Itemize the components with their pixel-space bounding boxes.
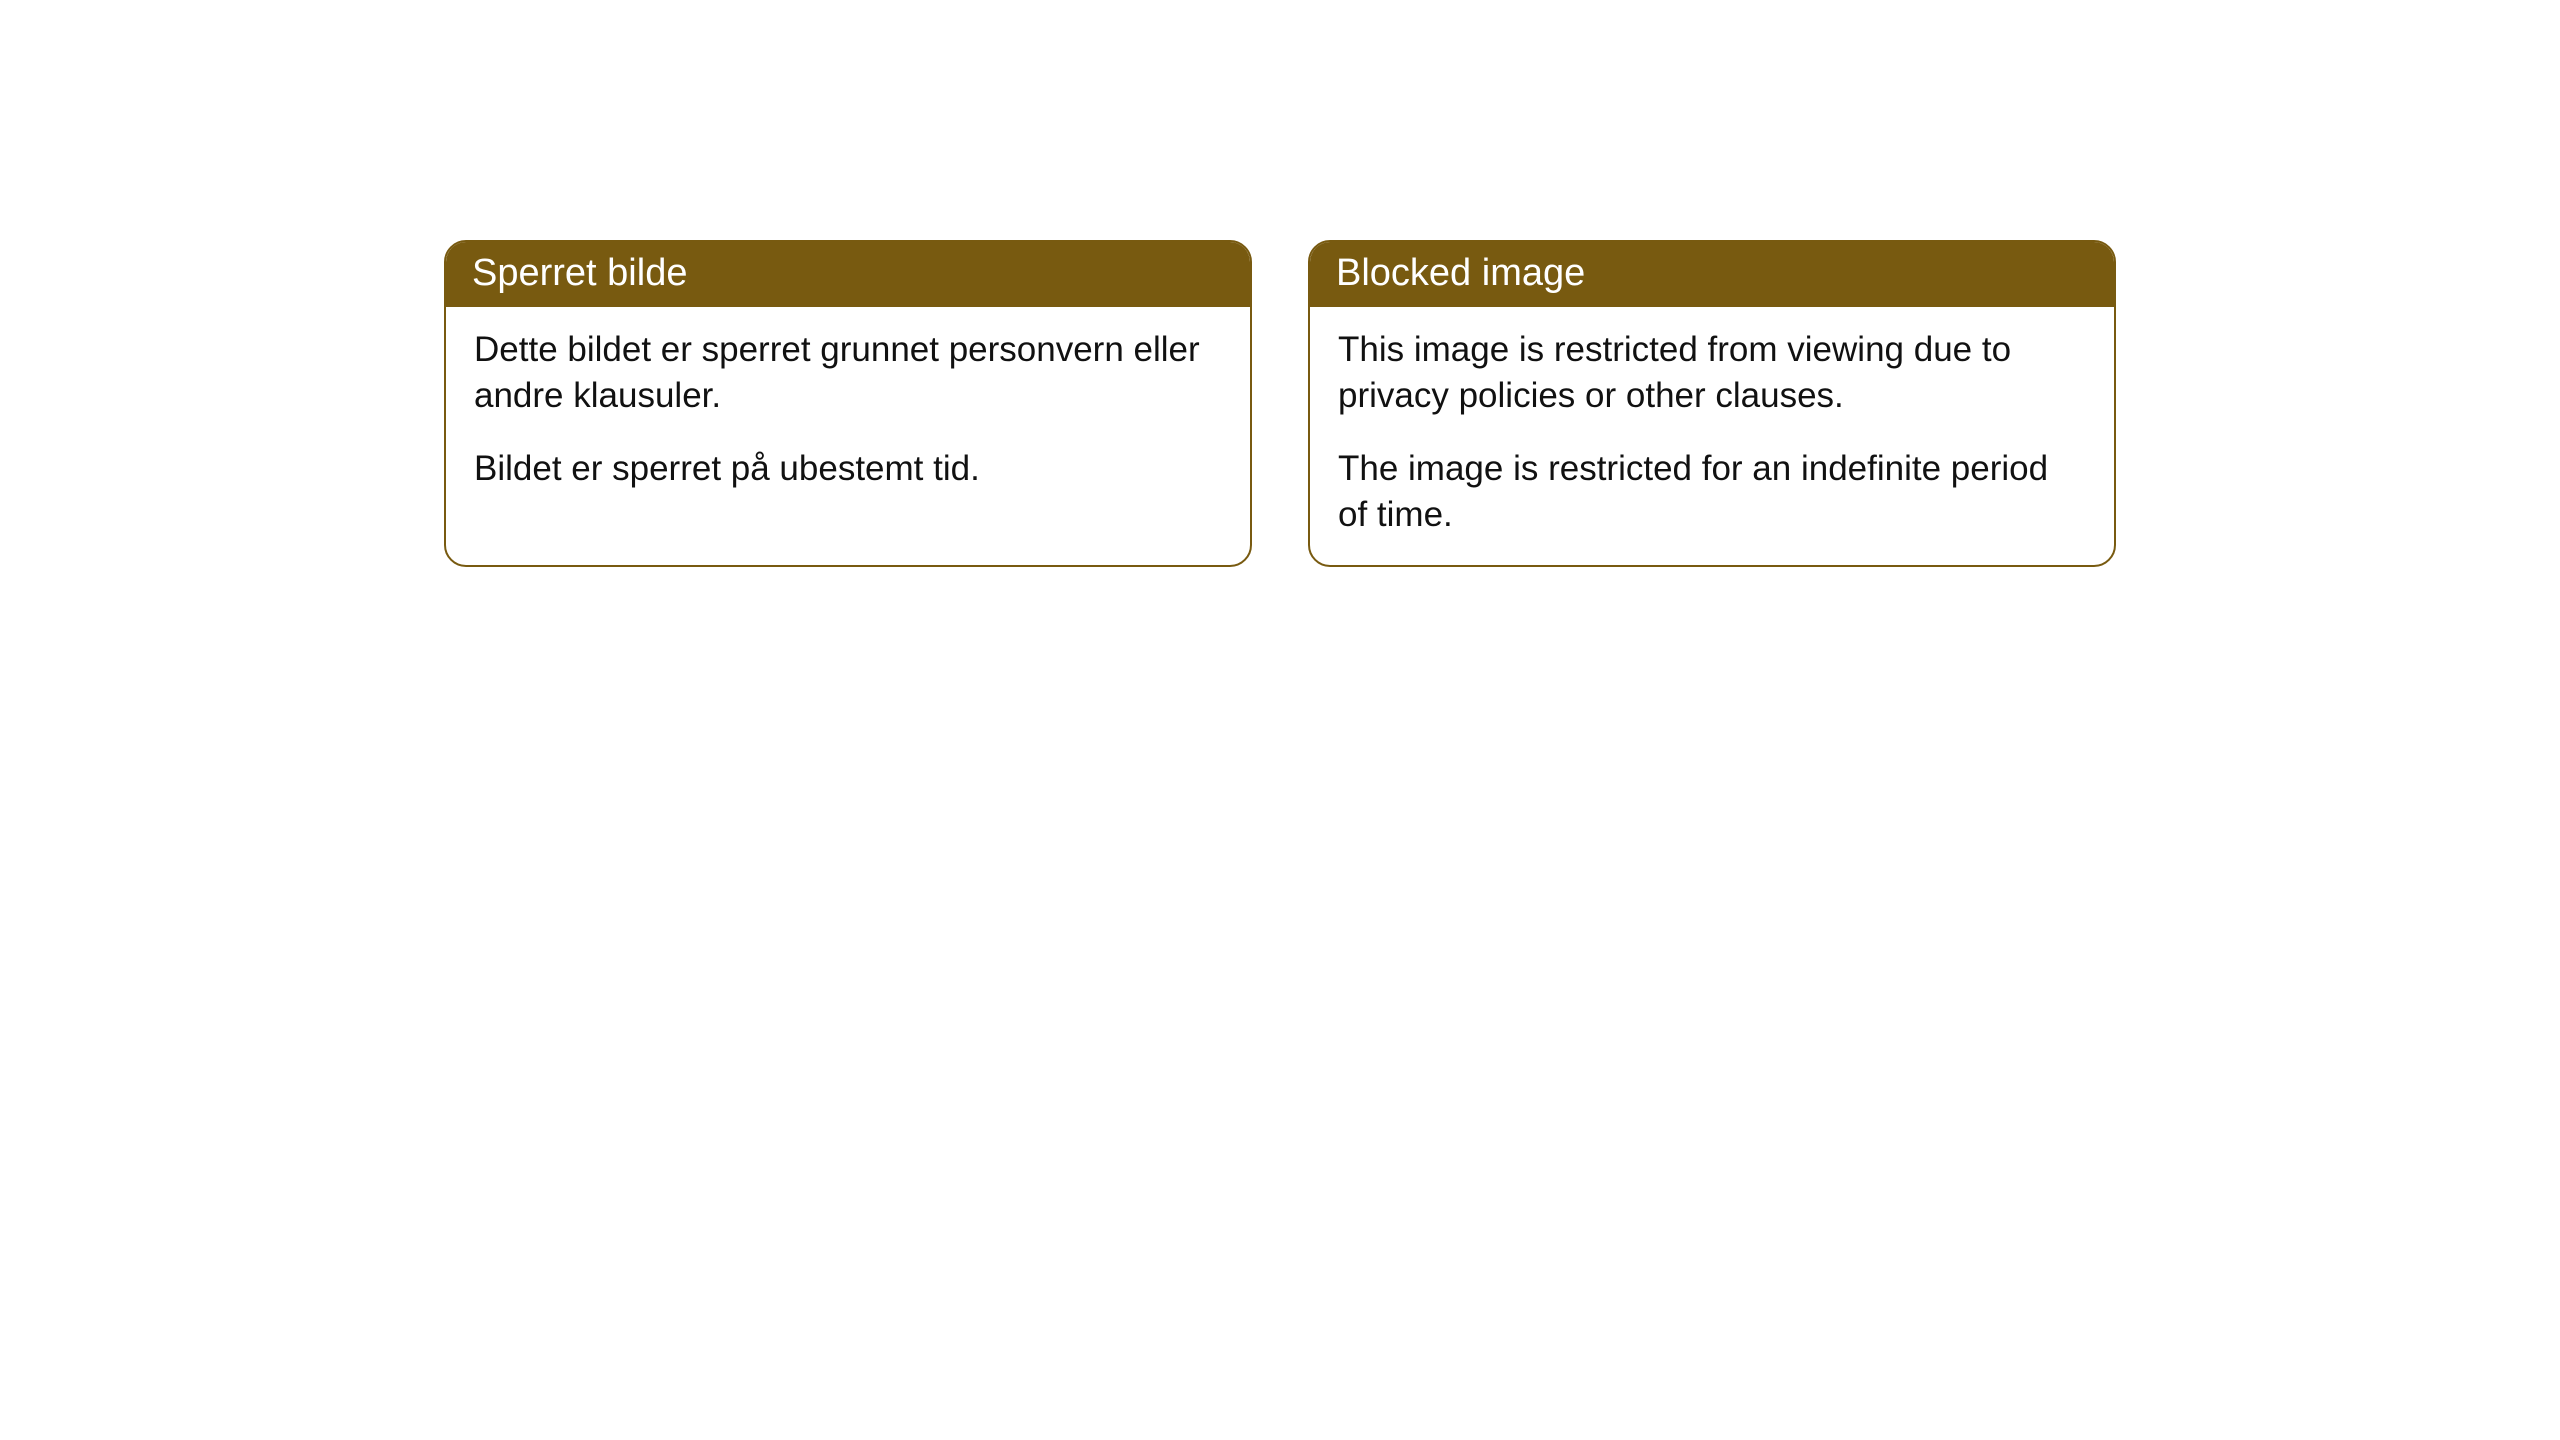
- card-english-para2: The image is restricted for an indefinit…: [1338, 446, 2086, 537]
- card-english-body: This image is restricted from viewing du…: [1310, 307, 2114, 565]
- card-english: Blocked image This image is restricted f…: [1308, 240, 2116, 567]
- card-norwegian-para2: Bildet er sperret på ubestemt tid.: [474, 446, 1222, 492]
- card-norwegian-body: Dette bildet er sperret grunnet personve…: [446, 307, 1250, 520]
- cards-container: Sperret bilde Dette bildet er sperret gr…: [0, 240, 2560, 567]
- card-english-header: Blocked image: [1310, 242, 2114, 307]
- card-english-para1: This image is restricted from viewing du…: [1338, 327, 2086, 418]
- card-norwegian-header: Sperret bilde: [446, 242, 1250, 307]
- card-norwegian-para1: Dette bildet er sperret grunnet personve…: [474, 327, 1222, 418]
- card-norwegian: Sperret bilde Dette bildet er sperret gr…: [444, 240, 1252, 567]
